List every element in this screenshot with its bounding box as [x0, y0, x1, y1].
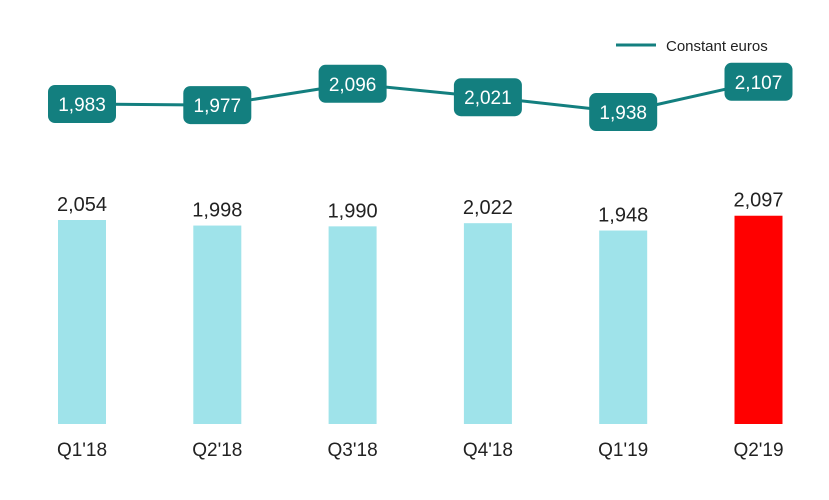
x-tick-label: Q2'19 — [733, 440, 783, 461]
line-value-label: 2,021 — [464, 88, 512, 109]
line-value-label: 2,107 — [735, 73, 783, 94]
bar-value-label: 2,022 — [463, 197, 513, 219]
x-tick-label: Q2'18 — [192, 440, 242, 461]
bar-value-label: 2,097 — [733, 190, 783, 212]
bar-value-label: 1,948 — [598, 205, 648, 227]
x-tick-label: Q4'18 — [463, 440, 513, 461]
line-point-box — [48, 85, 116, 123]
line-value-label: 1,938 — [599, 103, 647, 124]
line-point-box — [453, 78, 522, 117]
bar-Q1'18 — [58, 220, 106, 424]
line-point-box — [589, 93, 658, 132]
x-tick-label: Q1'19 — [598, 440, 648, 461]
bar-Q4'18 — [463, 223, 512, 424]
line-value-label: 2,096 — [329, 75, 377, 96]
line-value-boxes: 1,983 1,977 2,096 2,021 1,938 2,107 — [48, 62, 793, 132]
bar-value-label: 1,990 — [328, 200, 378, 222]
bar-value-label: 2,054 — [57, 194, 107, 216]
bar-Q3'18 — [328, 226, 377, 424]
x-tick-label: Q3'18 — [328, 440, 378, 461]
line-point-box — [183, 86, 252, 125]
bar-Q2'18 — [193, 225, 242, 424]
bar-value-labels: 2,054 1,998 1,990 2,022 1,948 2,097 — [57, 190, 784, 227]
x-tick-label: Q1'18 — [57, 440, 107, 461]
line-value-label: 1,977 — [194, 96, 242, 117]
line-value-label: 1,983 — [58, 95, 106, 116]
line-point-box — [724, 62, 793, 101]
bar-Q1'19 — [599, 230, 648, 424]
legend: Constant euros — [616, 38, 768, 55]
x-axis-tick-labels: Q1'18 Q2'18 Q3'18 Q4'18 Q1'19 Q2'19 — [57, 440, 784, 461]
bar-series — [58, 215, 783, 424]
line-point-box — [318, 64, 387, 103]
bar-value-label: 1,998 — [192, 200, 242, 222]
bar-Q2'19 — [734, 215, 783, 424]
legend-label: Constant euros — [666, 38, 768, 55]
